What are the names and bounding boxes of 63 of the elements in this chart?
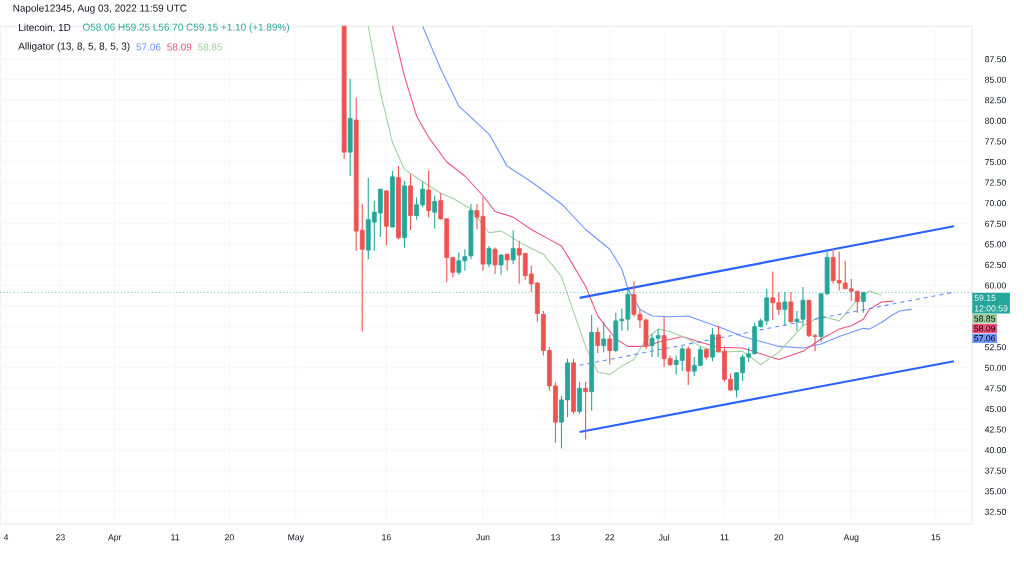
y-tick-label: 37.50 (985, 467, 1006, 474)
candlestick (583, 381, 589, 440)
x-tick-label: 20 (225, 534, 234, 541)
x-tick-label: 11 (720, 534, 729, 541)
y-tick-label: 65.00 (985, 241, 1006, 248)
candlestick (504, 253, 510, 272)
candlestick (788, 291, 794, 324)
candlestick (492, 247, 498, 275)
y-tick-label: 50.00 (985, 364, 1006, 371)
y-tick-label: 35.00 (985, 488, 1006, 495)
y-tick-label: 52.50 (985, 344, 1006, 351)
chart-title: Litecoin, 1D (19, 23, 71, 33)
x-tick-label: 11 (171, 534, 180, 541)
y-tick-label: 67.50 (985, 220, 1006, 227)
candlestick (498, 253, 504, 276)
text: 12:00:59 (974, 305, 1008, 312)
y-tick-label: 60.00 (985, 282, 1006, 289)
annotation: 58.09 (167, 43, 192, 51)
y-tick-label: 75.00 (985, 158, 1006, 166)
y-tick-label: 42.50 (984, 426, 1006, 433)
x-tick-label: Jul (658, 534, 670, 541)
y-tick-label: 70.00 (985, 200, 1006, 207)
y-tick-label: 47.50 (984, 385, 1006, 392)
candlestick (577, 381, 582, 415)
candlestick (685, 345, 691, 386)
x-tick-label: 22 (605, 534, 615, 541)
y-tick-label: 32.50 (985, 508, 1006, 515)
x-tick-label: 15 (931, 534, 941, 541)
x-tick-label: Aug (843, 534, 859, 542)
x-tick-label: 13 (551, 534, 560, 541)
x-tick-label: Apr (108, 534, 122, 542)
y-tick-label: 85.00 (985, 76, 1006, 83)
candlestick (510, 229, 516, 265)
x-tick-label: 4 (3, 534, 9, 541)
x-tick-label: 16 (382, 534, 391, 541)
candlestick (607, 334, 613, 366)
text: 58.85 (974, 315, 996, 322)
y-tick-label: 40.00 (984, 447, 1006, 454)
candlestick (710, 327, 715, 362)
y-tick-label: 45.00 (984, 405, 1006, 413)
candlestick (432, 195, 438, 230)
x-tick-label: 23 (56, 534, 65, 541)
y-tick-label: 82.50 (985, 97, 1006, 104)
annotation: 57.06 (136, 43, 161, 51)
x-tick-label: Jun (476, 534, 490, 541)
candlestick (601, 321, 607, 353)
y-tick-label: 77.50 (985, 138, 1006, 145)
x-tick-label: 20 (774, 534, 784, 541)
annotation: 58.85 (197, 43, 223, 51)
text: 57.06 (974, 335, 996, 342)
y-tick-label: 72.50 (985, 179, 1006, 186)
y-tick-label: 80.00 (985, 117, 1006, 124)
candlestick (595, 326, 601, 354)
candlestick (426, 169, 432, 218)
text: 58.09 (974, 325, 996, 332)
y-tick-label: 62.50 (985, 261, 1006, 268)
candlestick (486, 245, 492, 268)
chart-subtitle: O58.06 H59.25 L56.70 C59.15 +1.10 (+1.89%) (82, 23, 290, 33)
annotation: Alligator (13, 8, 5, 8, 5, 3) (18, 42, 130, 52)
x-tick-label: May (288, 534, 304, 542)
ref-line-label: 59.15 (974, 294, 996, 301)
text: Napole12345, Aug 03, 2022 11:59 UTC (13, 4, 187, 14)
y-tick-label: 87.50 (985, 56, 1006, 63)
